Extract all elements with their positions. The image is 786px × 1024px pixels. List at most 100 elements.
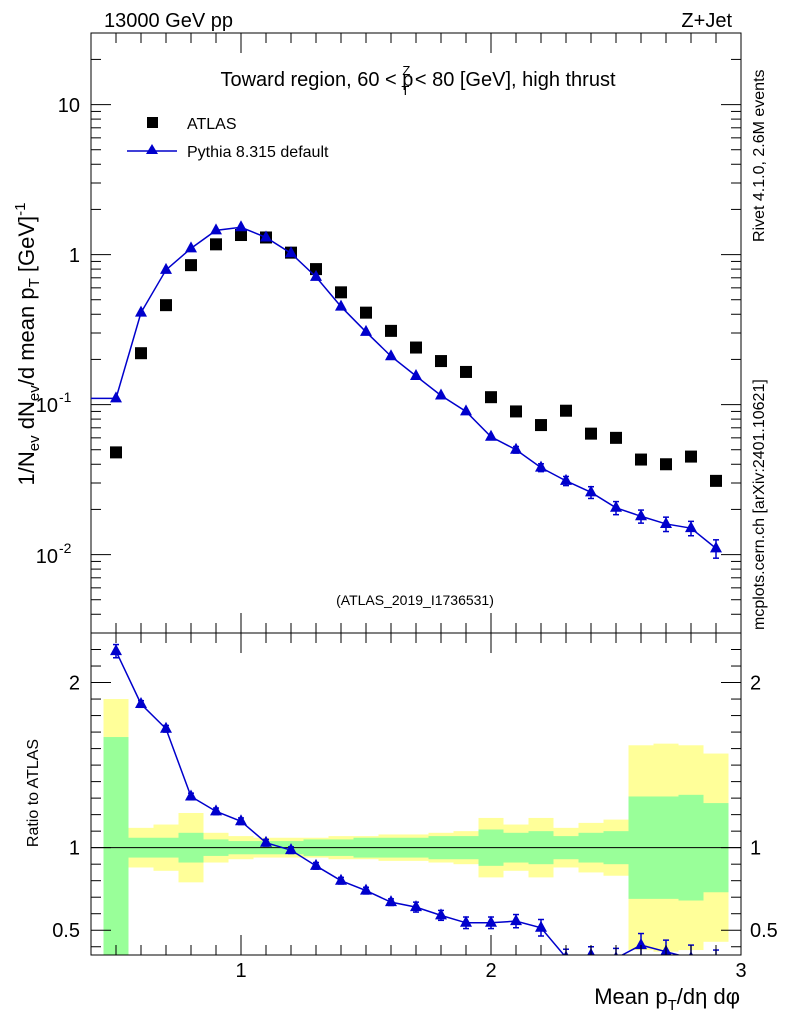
pythia-point [110,391,122,403]
pythia-point [285,246,297,258]
legend: ATLAS Pythia 8.315 default [127,116,329,161]
atlas-point [435,355,447,368]
pythia-point [535,460,547,472]
header-right: Z+Jet [681,10,732,32]
atlas-point [535,419,547,432]
ratio-pythia-point [360,883,372,895]
y-axis-label: 1/Nev dNev/d mean pT [GeV]-1 [12,203,43,486]
atlas-point [235,229,247,242]
pythia-point [385,349,397,361]
pythia-point [635,509,647,521]
xtick-label: 2 [485,960,496,982]
source-label: mcplots.cern.ch [arXiv:2401.10621] [751,379,768,630]
ratio-ytick-label-right: 0.5 [750,920,778,942]
atlas-point [485,391,497,404]
atlas-point [460,365,472,378]
atlas-point [210,238,222,251]
main-axis-ticks [90,32,742,634]
ratio-ytick-label-left: 2 [69,673,80,695]
ratio-pythia-point [485,915,497,927]
x-axis-label: Mean pT/dη dφ [594,984,740,1014]
ratio-ytick-label-left: 0.5 [52,920,80,942]
pythia-point [135,305,147,317]
legend-atlas-label: ATLAS [187,116,237,133]
ratio-pythia-point [235,814,247,826]
pythia-point [710,541,722,553]
atlas-point [510,405,522,418]
atlas-point [410,341,422,354]
rivet-label: Rivet 4.1.0, 2.6M events [751,69,768,242]
pythia-point [160,262,172,274]
ratio-pythia-point [160,721,172,733]
ratio-pythia-point [410,900,422,912]
atlas-point [560,404,572,417]
pythia-point [410,369,422,381]
pythia-point [360,324,372,336]
ytick-label-1: 1 [69,245,80,267]
ratio-pythia-point [460,915,472,927]
atlas-point [185,259,197,272]
atlas-point [110,446,122,459]
ratio-pythia-point [310,858,322,870]
ratio-data-layer [110,643,722,967]
pythia-point [510,442,522,454]
atlas-point [385,324,397,337]
ratio-pythia-point [260,835,272,847]
ytick-label-0.1-base: 10 [36,395,58,417]
ratio-ytick-label-right: 2 [750,673,761,695]
atlas-point [160,299,172,312]
ratio-pythia-point [335,873,347,885]
analysis-watermark: (ATLAS_2019_I1736531) [336,592,494,608]
atlas-point [335,286,347,299]
pythia-line [115,226,717,549]
pythia-point [460,404,472,416]
atlas-point [685,450,697,463]
ratio-pythia-point [135,697,147,709]
ratio-pythia-point [385,895,397,907]
legend-pythia-marker [146,144,158,154]
ratio-tick-labels: 0.5 0.5 1 1 2 2 1 2 3 [52,673,778,982]
pythia-point [260,230,272,242]
atlas-point [660,458,672,471]
ratio-pythia-point [435,908,447,920]
legend-pythia-label: Pythia 8.315 default [187,144,329,161]
pythia-point [185,241,197,253]
atlas-point [360,306,372,319]
atlas-point [310,263,322,276]
pythia-point [685,521,697,533]
legend-atlas-marker [147,117,158,128]
pythia-point [310,269,322,281]
ratio-pythia-point [535,920,547,932]
pythia-point [435,388,447,400]
xtick-label: 3 [735,960,746,982]
ratio-panel: 0.5 0.5 1 1 2 2 1 2 3 Ratio to ATLAS Mean pT/dη … [25,632,778,1014]
ratio-pythia-point [185,789,197,801]
atlas-point [710,474,722,487]
atlas-point [585,427,597,440]
pythia-point [335,299,347,311]
pythia-point [610,500,622,512]
ytick-label-10: 10 [58,95,80,117]
main-panel: 10 1 10 -1 10 -2 1/Nev dNev/d mean pT [G… [12,32,742,634]
ratio-pythia-point [210,804,222,816]
main-data-layer [91,220,722,559]
ratio-pythia-point [285,843,297,855]
pythia-point [660,516,672,528]
pythia-point [210,223,222,235]
ratio-ytick-label-left: 1 [69,838,80,860]
header-left: 13000 GeV pp [104,10,233,32]
pythia-point [485,429,497,441]
ratio-pythia-line [115,650,682,955]
ratio-band-inner [103,737,129,955]
ratio-pythia-point [710,956,722,967]
chart-title: Toward region, 60 < pZ T < 80 [GeV], high… [220,63,615,98]
atlas-point [135,347,147,360]
ratio-pythia-point [510,914,522,926]
atlas-point [610,431,622,444]
ratio-pythia-point [635,938,647,950]
ratio-y-axis-label: Ratio to ATLAS [25,739,42,847]
pythia-point [235,220,247,232]
ratio-axis-ticks [90,632,742,955]
ytick-label-0.01-exp: -2 [59,540,72,556]
